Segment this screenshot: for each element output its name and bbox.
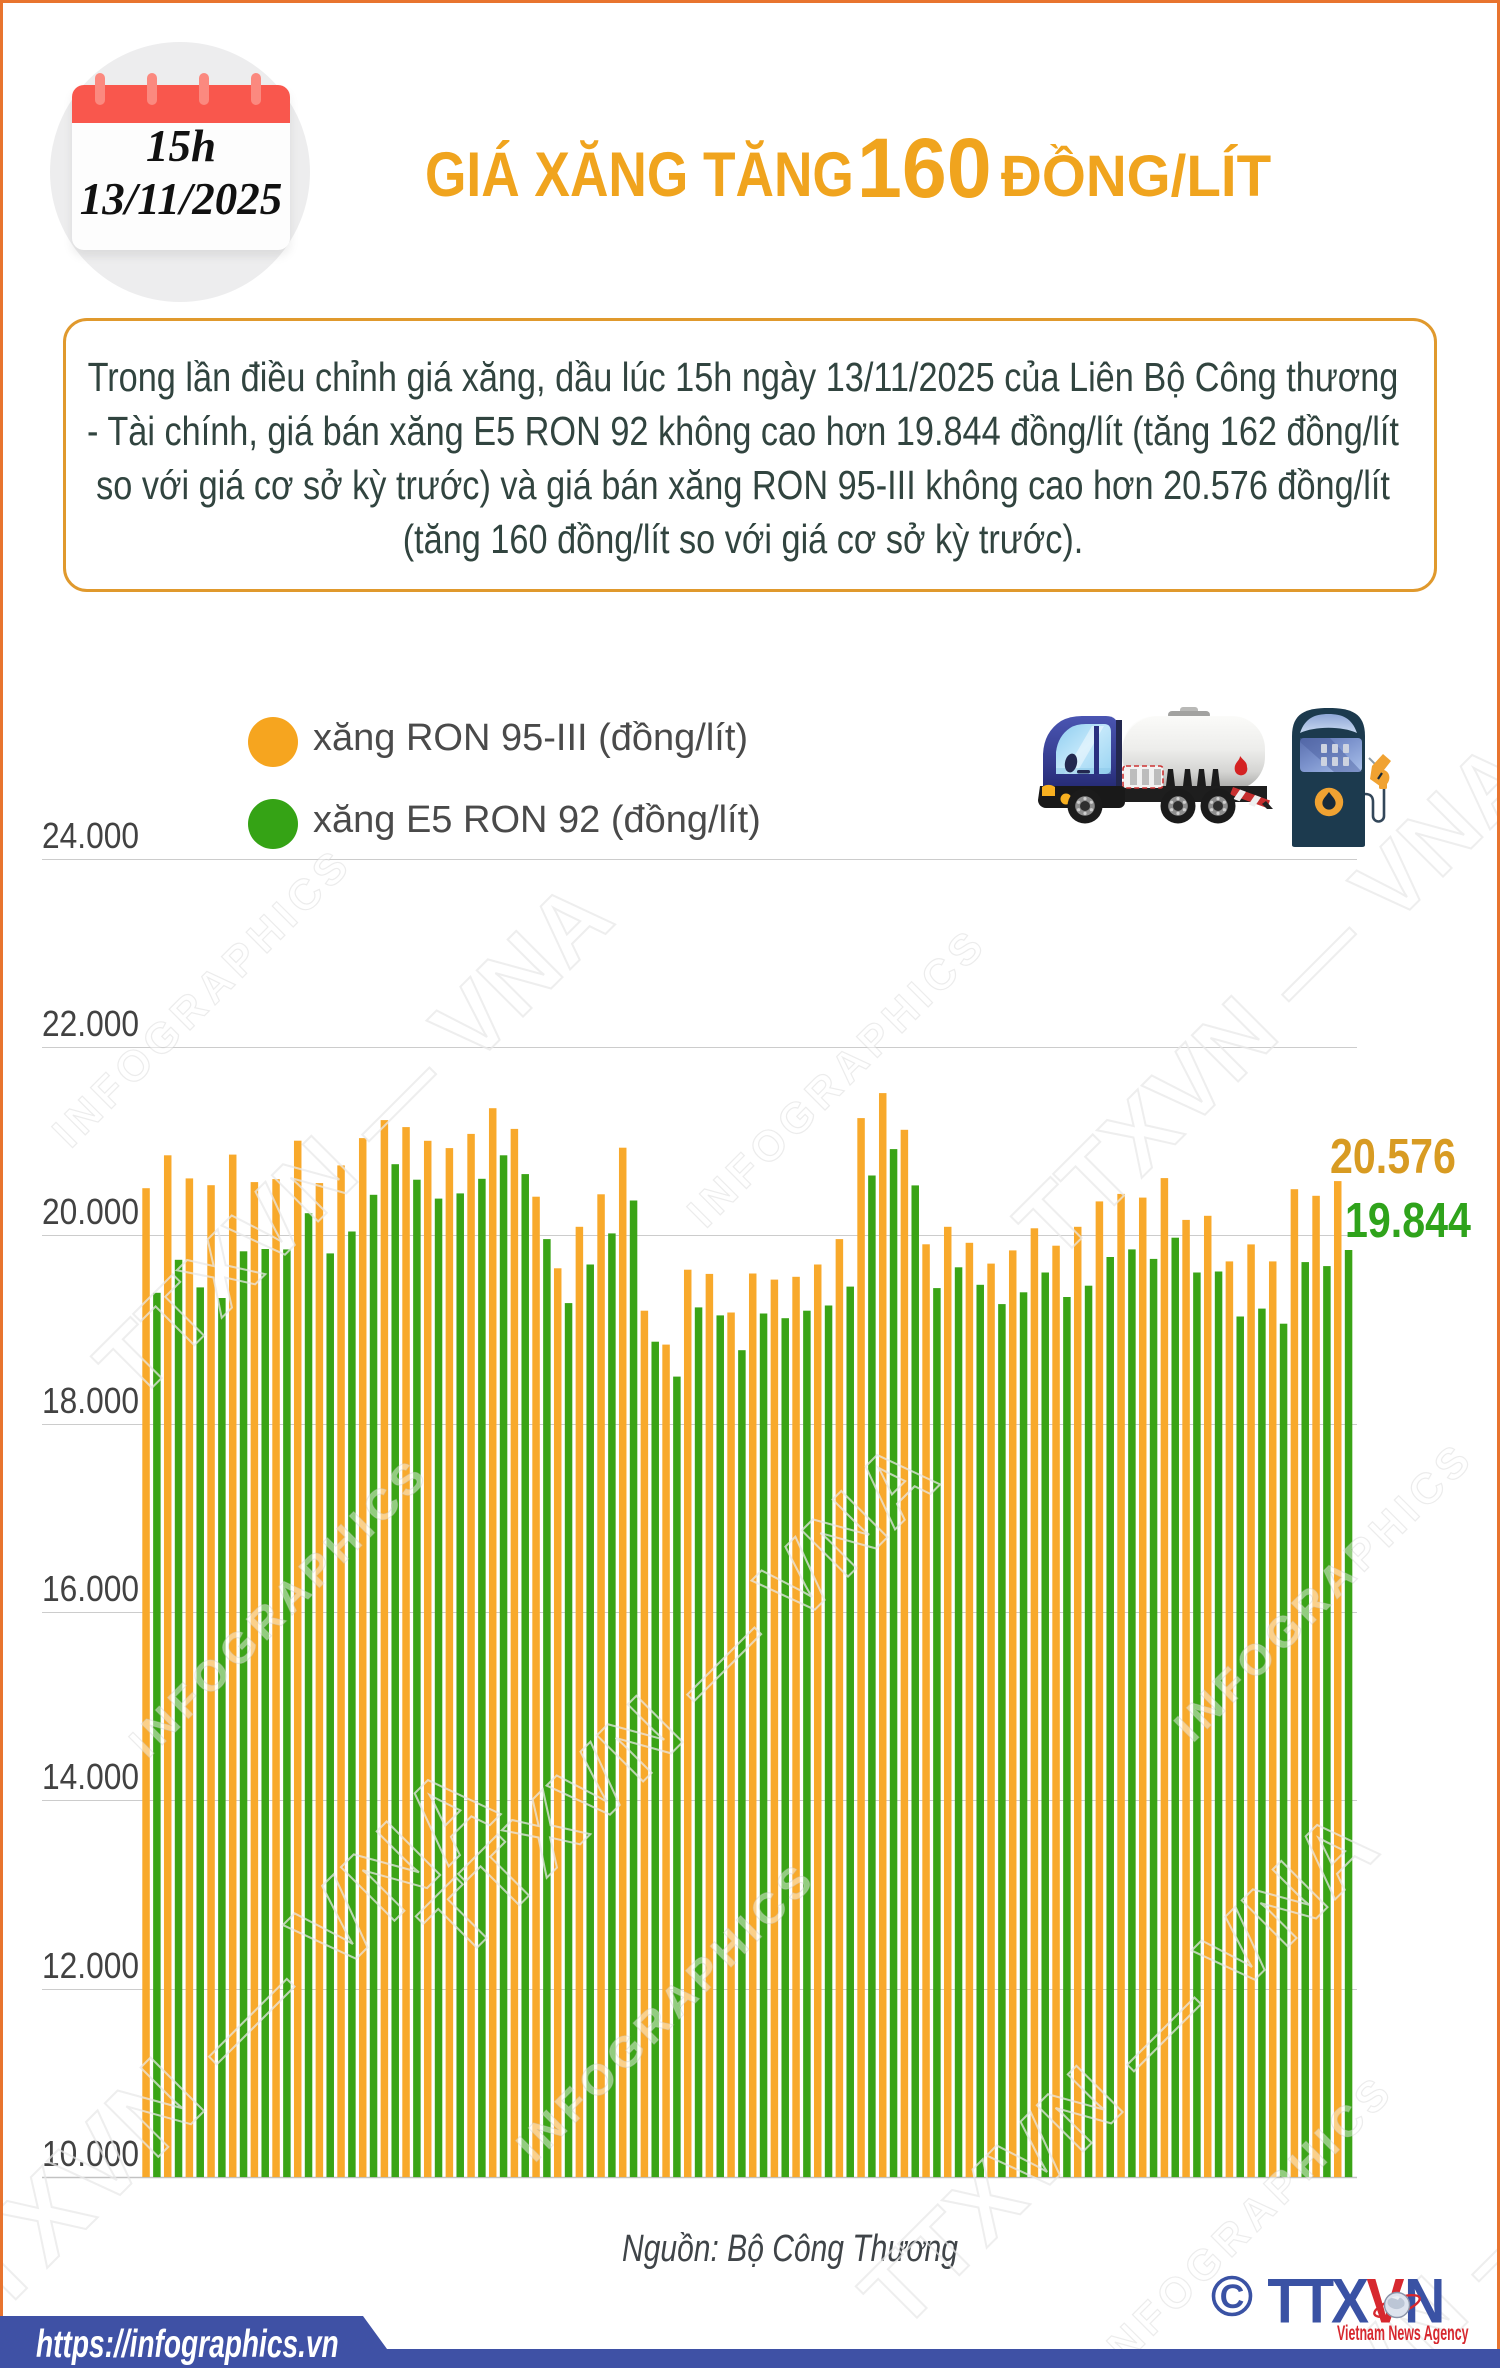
svg-text:TTX: TTX	[1267, 2266, 1369, 2336]
svg-text:Vietnam News Agency: Vietnam News Agency	[1337, 2321, 1469, 2344]
svg-text:14.000: 14.000	[42, 1756, 139, 1797]
svg-text:12.000: 12.000	[42, 1945, 139, 1986]
svg-text:16.000: 16.000	[42, 1568, 139, 1609]
svg-text:20.000: 20.000	[42, 1191, 139, 1232]
svg-text:N: N	[1404, 2266, 1445, 2336]
svg-text:C: C	[1220, 2278, 1245, 2316]
svg-text:10.000: 10.000	[42, 2133, 139, 2174]
svg-text:18.000: 18.000	[42, 1380, 139, 1421]
svg-text:22.000: 22.000	[42, 1003, 139, 1044]
svg-text:24.000: 24.000	[42, 815, 139, 856]
